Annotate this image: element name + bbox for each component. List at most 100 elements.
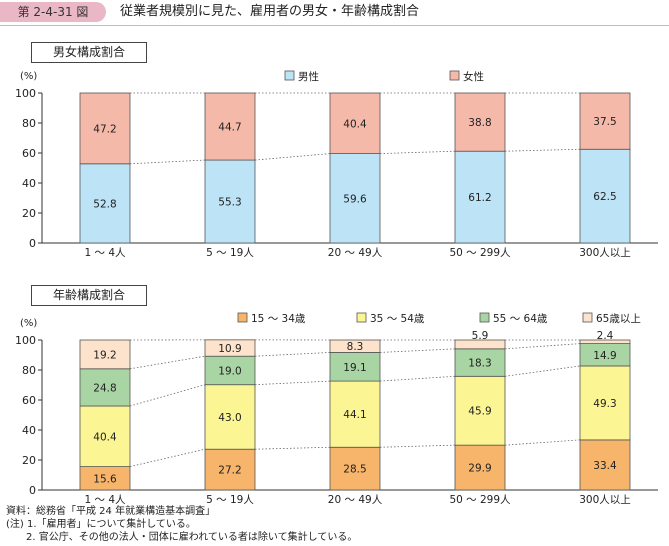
bar-segment	[329, 446, 381, 491]
legend-swatch	[237, 312, 248, 323]
connector-line	[129, 448, 206, 467]
bar-segment	[204, 448, 256, 491]
connector-line	[129, 384, 206, 407]
figure-number-badge: 第 2-4-31 図	[0, 2, 106, 22]
data-label: 47.2	[93, 123, 116, 135]
bar-segment	[329, 352, 381, 382]
data-label: 59.6	[343, 193, 367, 205]
bar-segment	[329, 339, 381, 353]
legend-swatch	[284, 70, 295, 81]
data-label: 45.9	[468, 406, 491, 418]
bar-segment	[579, 339, 631, 344]
y-axis-unit: (%)	[20, 318, 37, 329]
y-tick-label: 100	[15, 87, 36, 100]
y-tick-label: 40	[22, 177, 36, 190]
connector-line	[504, 365, 581, 377]
figure-header: 第 2-4-31 図 従業者規模別に見た、雇用者の男女・年齢構成割合	[0, 0, 669, 26]
source-note: 資料：総務省「平成 24 年就業構造基本調査」	[6, 506, 216, 517]
x-tick-label: 1 〜 4人	[84, 494, 126, 506]
bar-segment	[79, 368, 131, 407]
footnote-2: 2. 官公庁、その他の法人・団体に雇われている者は除いて集計している。	[26, 532, 358, 543]
data-label: 14.9	[593, 350, 616, 362]
connector-line	[379, 375, 456, 382]
data-label: 44.1	[343, 409, 366, 421]
y-tick-label: 60	[22, 394, 36, 407]
data-label: 28.5	[343, 464, 366, 476]
x-tick-label: 5 〜 19人	[206, 247, 254, 259]
data-label: 40.4	[93, 431, 117, 443]
legend-label: 男性	[298, 70, 319, 83]
connector-line	[254, 380, 331, 386]
x-tick-label: 20 〜 49人	[328, 247, 383, 259]
bar-segment	[579, 92, 631, 150]
connector-line	[129, 355, 206, 370]
data-label: 10.9	[218, 343, 241, 355]
bar-segment	[204, 159, 256, 244]
x-tick-label: 300人以上	[579, 247, 631, 259]
bar-segment	[79, 163, 131, 244]
bar-segment	[204, 384, 256, 450]
bar-segment	[79, 339, 131, 370]
legend-swatch	[449, 70, 460, 81]
y-tick-label: 40	[22, 424, 36, 437]
y-tick-label: 0	[29, 484, 36, 497]
y-tick-label: 60	[22, 147, 36, 160]
legend-label: 65歳以上	[596, 313, 641, 325]
legend-label: 女性	[463, 70, 484, 83]
age-panel-label: 年齢構成割合	[31, 285, 147, 306]
footnotes: 資料：総務省「平成 24 年就業構造基本調査」 (注) 1.「雇用者」について集…	[6, 505, 357, 544]
data-label: 18.3	[468, 358, 491, 370]
bar-segment	[204, 92, 256, 161]
bar-segment	[329, 92, 381, 154]
gender-panel-label: 男女構成割合	[31, 42, 147, 63]
connector-line	[504, 439, 581, 446]
data-label: 33.4	[593, 460, 617, 472]
data-label: 43.0	[218, 412, 241, 424]
y-tick-label: 100	[15, 334, 36, 347]
data-label: 55.3	[218, 197, 241, 209]
y-tick-label: 80	[22, 117, 36, 130]
header-divider	[0, 25, 669, 26]
data-label: 29.9	[468, 463, 491, 475]
footnote-1: (注) 1.「雇用者」について集計している。	[6, 519, 196, 530]
connector-line	[379, 444, 456, 448]
legend-label: 15 〜 34歳	[251, 313, 306, 325]
y-tick-label: 0	[29, 237, 36, 250]
y-tick-label: 80	[22, 364, 36, 377]
data-label: 19.1	[343, 362, 366, 374]
data-label: 61.2	[468, 192, 491, 204]
data-label: 27.2	[218, 465, 241, 477]
bar-segment	[454, 92, 506, 152]
x-tick-label: 300人以上	[579, 494, 631, 506]
bar-segment	[204, 355, 256, 386]
x-tick-label: 5 〜 19人	[206, 494, 254, 506]
bar-segment	[329, 380, 381, 448]
bar-segment	[79, 92, 131, 165]
connector-line	[504, 343, 581, 350]
bar-segment	[329, 153, 381, 244]
bar-segment	[579, 439, 631, 491]
data-label: 52.8	[93, 198, 116, 210]
data-label: 8.3	[347, 341, 364, 353]
bar-segment	[454, 150, 506, 244]
legend-label: 55 〜 64歳	[493, 313, 548, 325]
data-label: 24.8	[93, 382, 116, 394]
data-label: 2.4	[597, 330, 614, 342]
data-label: 37.5	[593, 116, 616, 128]
bar-segment	[579, 148, 631, 244]
figure-title: 従業者規模別に見た、雇用者の男女・年齢構成割合	[120, 4, 420, 19]
legend-swatch	[582, 312, 593, 323]
bar-segment	[454, 375, 506, 446]
bar-segment	[454, 444, 506, 491]
data-label: 19.0	[218, 365, 241, 377]
data-label: 62.5	[593, 191, 616, 203]
x-tick-label: 20 〜 49人	[328, 494, 383, 506]
connector-line	[379, 348, 456, 353]
y-axis-unit: (%)	[20, 71, 37, 82]
legend-label: 35 〜 54歳	[370, 313, 425, 325]
data-label: 15.6	[93, 473, 117, 485]
bar-segment	[204, 339, 256, 357]
connector-line	[254, 352, 331, 357]
